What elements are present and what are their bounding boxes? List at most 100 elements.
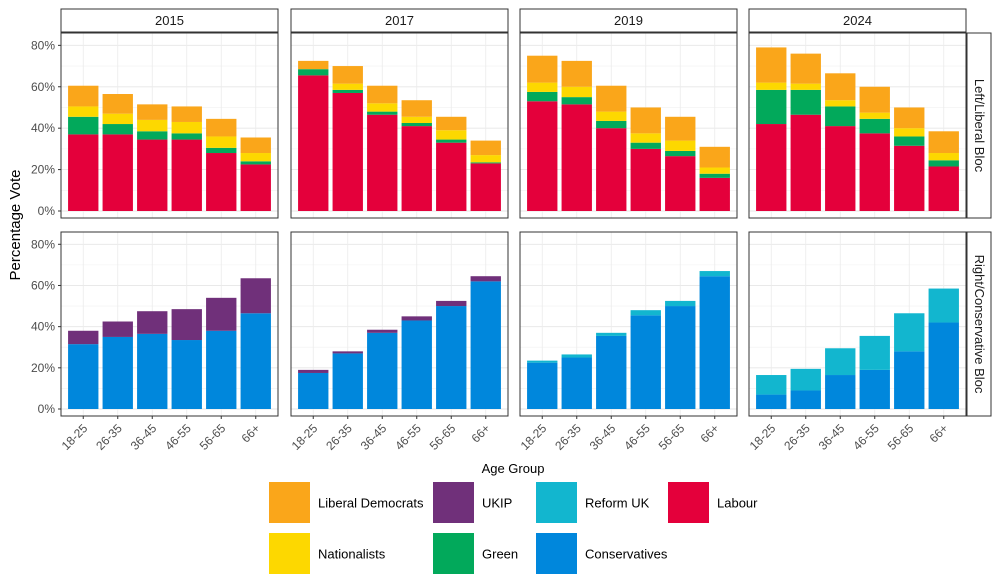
- bar-segment-liberal-democrats-46-55: [401, 100, 432, 117]
- bar-segment-nationalists-26-35: [561, 86, 592, 98]
- bar-segment-ukip-26-35: [102, 321, 133, 337]
- bar-segment-liberal-democrats-36-45: [825, 73, 856, 101]
- panel-border: [60, 231, 279, 417]
- panel-border: [748, 32, 967, 219]
- y-tick-label: 20%: [31, 163, 55, 177]
- bars: [756, 288, 959, 409]
- bar-segment-nationalists-66+: [928, 153, 959, 161]
- x-tick-label: 26-35: [323, 421, 355, 453]
- bars: [527, 55, 730, 211]
- y-tick-label: 40%: [31, 320, 55, 334]
- facet-row-strip-label: Right/Conservative Bloc: [972, 255, 987, 394]
- bar-segment-conservatives-66+: [240, 313, 271, 409]
- y-tick-label: 80%: [31, 237, 55, 251]
- bar-segment-ukip-46-55: [401, 316, 432, 321]
- legend-label: Reform UK: [585, 496, 650, 511]
- bar-segment-green-56-65: [206, 147, 237, 154]
- bar-segment-nationalists-56-65: [665, 140, 696, 151]
- bar-segment-ukip-66+: [240, 278, 271, 314]
- bar-segment-ukip-18-25: [68, 330, 99, 345]
- bar-segment-liberal-democrats-26-35: [102, 94, 133, 114]
- bar-segment-nationalists-36-45: [367, 103, 398, 112]
- bar-segment-labour-66+: [699, 177, 730, 211]
- legend-item-reform-uk: Reform UK: [536, 482, 650, 523]
- bar-segment-nationalists-46-55: [171, 121, 202, 134]
- panel-2024-left-liberal: [748, 32, 967, 219]
- bar-segment-conservatives-46-55: [401, 320, 432, 409]
- legend-key: [536, 533, 577, 574]
- x-tick-label: 56-65: [885, 421, 917, 453]
- bar-segment-green-18-25: [756, 89, 787, 125]
- bar-segment-liberal-democrats-66+: [699, 146, 730, 168]
- bar-segment-liberal-democrats-66+: [470, 140, 501, 156]
- legend-key: [269, 533, 310, 574]
- bar-segment-labour-36-45: [596, 128, 627, 211]
- bar-segment-labour-56-65: [665, 156, 696, 211]
- bar-segment-conservatives-46-55: [171, 340, 202, 409]
- legend-item-green: Green: [433, 533, 518, 574]
- y-tick-label: 40%: [31, 121, 55, 135]
- bar-segment-liberal-democrats-56-65: [436, 116, 467, 131]
- bar-segment-green-26-35: [561, 97, 592, 105]
- x-tick-label: 56-65: [197, 421, 229, 453]
- bar-segment-liberal-democrats-36-45: [137, 104, 168, 120]
- legend-key: [536, 482, 577, 523]
- panel-2017-left-liberal: [290, 32, 509, 219]
- bar-segment-liberal-democrats-26-35: [561, 60, 592, 87]
- bar-segment-nationalists-36-45: [596, 111, 627, 121]
- bar-segment-nationalists-66+: [470, 155, 501, 163]
- x-axis-2017: 18-25 26-35 36-45 46-55 56-65 66+: [289, 416, 493, 453]
- legend-key: [668, 482, 709, 523]
- bar-segment-labour-26-35: [790, 114, 821, 211]
- bars: [68, 278, 271, 409]
- x-tick-label: 56-65: [656, 421, 688, 453]
- x-tick-label: 26-35: [93, 421, 125, 453]
- y-axis-title: Percentage Vote: [7, 170, 24, 281]
- bar-segment-reform-uk-56-65: [894, 313, 925, 352]
- bar-segment-labour-18-25: [756, 124, 787, 211]
- legend-label: UKIP: [482, 496, 512, 511]
- y-tick-label: 60%: [31, 80, 55, 94]
- bar-segment-reform-uk-66+: [699, 271, 730, 277]
- bars: [68, 85, 271, 211]
- bar-segment-liberal-democrats-66+: [240, 137, 271, 154]
- bar-segment-labour-36-45: [825, 126, 856, 211]
- x-tick-label: 46-55: [850, 421, 882, 453]
- bar-segment-green-66+: [699, 173, 730, 178]
- bar-segment-nationalists-26-35: [790, 83, 821, 90]
- bar-segment-nationalists-56-65: [436, 130, 467, 140]
- bar-segment-reform-uk-36-45: [825, 348, 856, 376]
- x-tick-label: 56-65: [427, 421, 459, 453]
- bar-segment-labour-26-35: [102, 134, 133, 211]
- bar-segment-green-36-45: [825, 106, 856, 127]
- bar-segment-green-36-45: [367, 111, 398, 115]
- bar-segment-nationalists-46-55: [859, 112, 890, 119]
- x-tick-label: 18-25: [518, 421, 550, 453]
- facet-strip-box: [290, 8, 509, 33]
- x-axis-2019: 18-25 26-35 36-45 46-55 56-65 66+: [518, 416, 722, 453]
- bar-segment-labour-46-55: [859, 133, 890, 211]
- bar-segment-nationalists-26-35: [102, 113, 133, 125]
- legend-key: [433, 533, 474, 574]
- x-tick-label: 66+: [698, 421, 722, 445]
- bar-segment-green-46-55: [171, 133, 202, 140]
- bar-segment-green-56-65: [436, 139, 467, 143]
- bar-segment-reform-uk-46-55: [630, 310, 661, 316]
- facet-strip-box: [60, 8, 279, 33]
- y-tick-label: 0%: [38, 204, 56, 218]
- bar-segment-labour-46-55: [630, 148, 661, 211]
- x-tick-label: 36-45: [128, 421, 160, 453]
- legend-label: Green: [482, 547, 518, 562]
- bar-segment-labour-18-25: [68, 134, 99, 211]
- bar-segment-green-66+: [928, 160, 959, 167]
- bar-segment-green-46-55: [859, 118, 890, 134]
- x-tick-label: 46-55: [621, 421, 653, 453]
- x-tick-label: 66+: [927, 421, 951, 445]
- bar-segment-conservatives-46-55: [630, 315, 661, 409]
- bars: [298, 60, 501, 212]
- bar-segment-labour-56-65: [436, 142, 467, 211]
- panel-2024-right-conservative: [748, 231, 967, 417]
- bar-segment-conservatives-56-65: [894, 351, 925, 409]
- legend-key: [269, 482, 310, 523]
